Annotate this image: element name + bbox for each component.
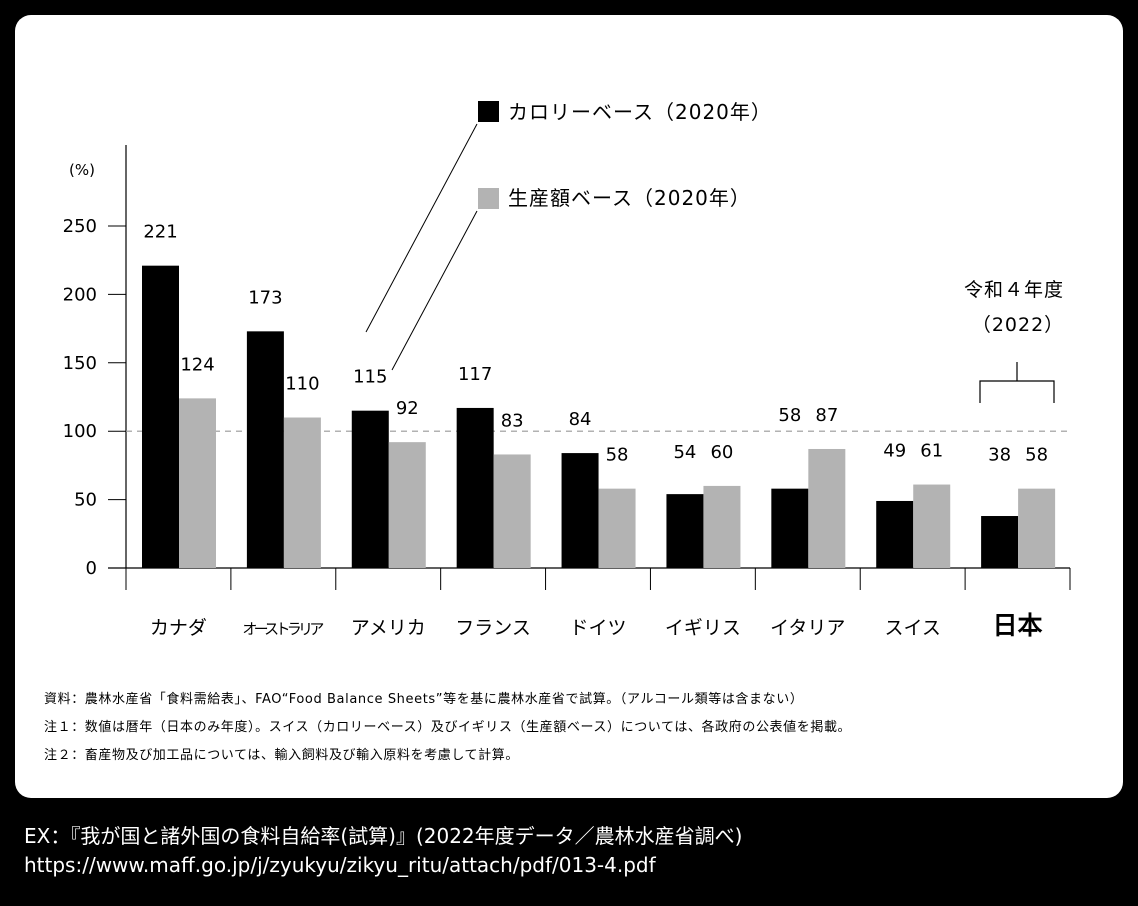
data-label-calorie: 58	[778, 405, 801, 426]
y-axis-unit: (%)	[69, 161, 95, 179]
category-label: オーストラリア	[242, 620, 324, 638]
data-label-production: 110	[285, 374, 319, 395]
y-tick-label: 0	[86, 558, 97, 579]
data-label-production: 58	[606, 445, 629, 466]
bar-production	[808, 448, 846, 568]
bar-calorie	[771, 488, 809, 568]
category-label: カナダ	[150, 617, 207, 639]
data-label-production: 92	[396, 398, 419, 419]
y-tick-label: 200	[63, 284, 97, 305]
legend-label-calorie: カロリーベース（2020年）	[508, 100, 772, 124]
footer-url[interactable]: https://www.maff.go.jp/j/zyukyu/zikyu_ri…	[24, 853, 656, 877]
footer: EX：『我が国と諸外国の食料自給率(試算)』(2022年度データ／農林水産省調べ…	[24, 822, 742, 880]
legend-swatch-production	[478, 188, 499, 209]
bar-calorie	[142, 265, 179, 568]
data-label-production: 83	[501, 410, 524, 431]
bar-calorie	[666, 494, 704, 568]
bar-production	[388, 442, 426, 568]
bar-production	[493, 454, 531, 568]
category-label: ドイツ	[569, 617, 626, 639]
legend-leader-production	[391, 210, 478, 371]
note-1: 注１：数値は暦年（日本のみ年度）。スイス（カロリーベース）及びイギリス（生産額ベ…	[44, 720, 852, 735]
annotation-bracket	[979, 362, 1055, 403]
bar-production	[913, 484, 951, 568]
data-label-production: 58	[1025, 445, 1048, 466]
data-label-calorie: 84	[569, 409, 592, 430]
category-label: イタリア	[770, 617, 845, 639]
data-label-calorie: 54	[673, 442, 696, 463]
data-label-production: 87	[815, 405, 838, 426]
chart-notes: 資料：農林水産省「食料需給表」、FAO“Food Balance Sheets”…	[44, 686, 851, 770]
category-label: アメリカ	[351, 617, 426, 639]
y-tick-label: 100	[63, 421, 97, 442]
y-tick-label: 150	[63, 353, 97, 374]
bar-production	[598, 488, 636, 568]
bar-production	[283, 417, 321, 568]
category-label: イギリス	[665, 617, 741, 639]
data-label-calorie: 38	[988, 445, 1011, 466]
y-tick-label: 250	[63, 216, 97, 237]
data-label-production: 61	[920, 441, 943, 462]
bar-production	[1018, 488, 1056, 568]
data-label-calorie: 221	[143, 222, 177, 243]
bar-calorie	[876, 500, 914, 568]
category-label: 日本	[993, 611, 1043, 640]
bar-production	[179, 398, 216, 568]
data-label-calorie: 173	[248, 287, 282, 308]
note-2: 注２：畜産物及び加工品については、輸入飼料及び輸入原料を考慮して計算。	[44, 748, 519, 763]
data-label-production: 60	[710, 442, 733, 463]
annotation-year: （2022）	[972, 314, 1064, 336]
source-note: 資料：農林水産省「食料需給表」、FAO“Food Balance Sheets”…	[44, 692, 804, 707]
bar-calorie	[981, 516, 1019, 568]
data-label-production: 124	[180, 354, 214, 375]
bar-calorie	[351, 410, 389, 568]
data-label-calorie: 115	[353, 367, 387, 388]
bar-calorie	[561, 453, 599, 568]
bar-calorie	[456, 407, 494, 568]
legend-label-production: 生産額ベース（2020年）	[508, 186, 751, 210]
bar-calorie	[246, 331, 284, 568]
y-tick-label: 50	[74, 490, 97, 511]
data-label-calorie: 117	[458, 364, 492, 385]
category-label: フランス	[455, 617, 531, 639]
bar-production	[703, 485, 741, 568]
data-label-calorie: 49	[883, 441, 906, 462]
legend-swatch-calorie	[478, 101, 499, 122]
category-label: スイス	[884, 617, 940, 639]
annotation-fiscal-year: 令和４年度	[964, 279, 1064, 301]
footer-citation: EX：『我が国と諸外国の食料自給率(試算)』(2022年度データ／農林水産省調べ…	[24, 824, 743, 848]
legend-leader-calorie	[365, 123, 478, 333]
